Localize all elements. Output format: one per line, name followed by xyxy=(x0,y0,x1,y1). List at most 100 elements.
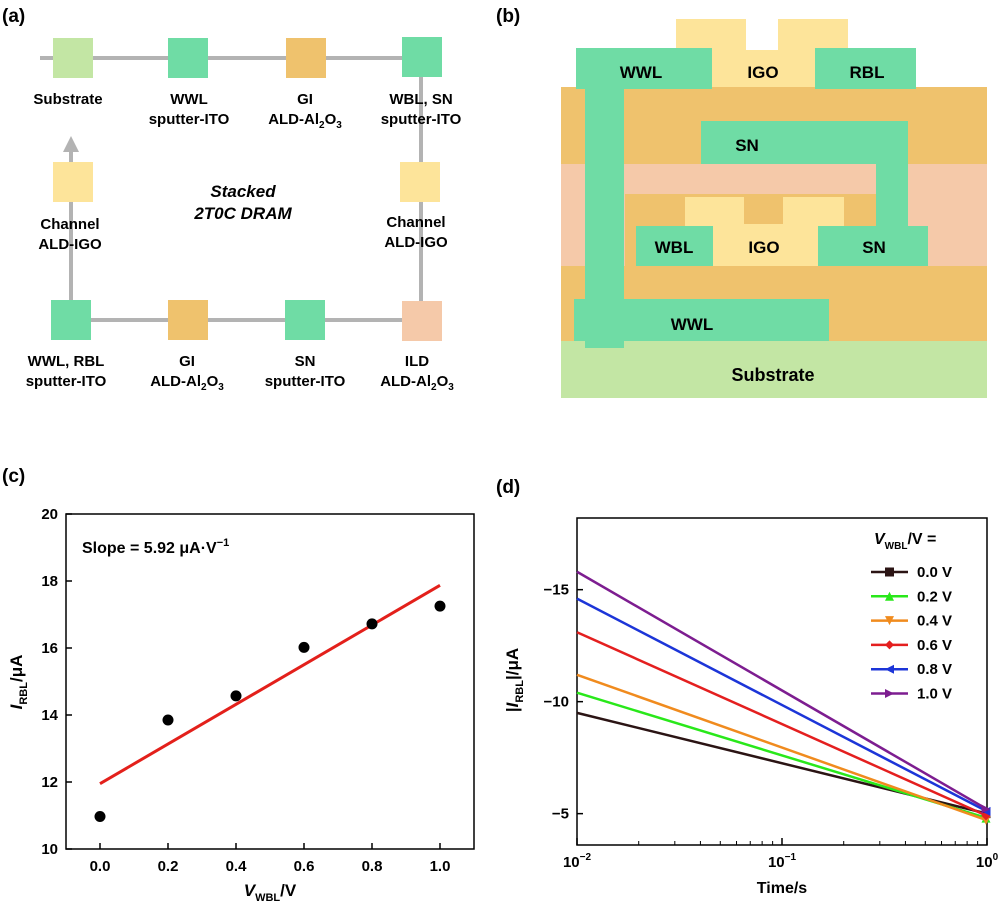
step-label: sputter-ITO xyxy=(26,373,107,390)
chart-c-ytick-label: 12 xyxy=(41,774,58,791)
layer-sn-upper xyxy=(701,121,908,164)
step-label: sputter-ITO xyxy=(381,111,462,128)
step-channel-right-square xyxy=(400,162,440,202)
step-label: Channel xyxy=(386,214,445,231)
step-ild-square xyxy=(402,301,442,341)
panel-label-b: (b) xyxy=(496,6,520,27)
chart-c-xtick-label: 0.0 xyxy=(90,858,111,875)
flow-title: 2T0C DRAM xyxy=(193,204,292,223)
chart-c-xtick-label: 0.6 xyxy=(294,858,315,875)
chart-d-legend-marker xyxy=(885,591,894,601)
chart-d-legend-label: 1.0 V xyxy=(917,686,952,703)
chart-c-data-point xyxy=(162,714,174,726)
chart-d-xtick-label: 100 xyxy=(976,852,999,871)
label-substrate: Substrate xyxy=(731,365,814,385)
chart-d-legend-label: 0.2 V xyxy=(917,588,952,605)
chart-c-ylabel: IRBL/μA xyxy=(7,655,30,710)
step-substrate-square xyxy=(53,38,93,78)
step-wbl-sn-square xyxy=(402,37,442,77)
chart-d-ylabel: |IRBL|/μA xyxy=(503,648,526,712)
layer-rbl xyxy=(815,48,916,89)
process-flow-diagram: Substrate WWL sputter-ITO GI ALD-Al2O3 W… xyxy=(26,37,462,393)
step-gi-bottom-square xyxy=(168,300,208,340)
chart-c-data-point xyxy=(366,618,378,630)
step-label: ALD-Al2O3 xyxy=(268,111,342,131)
step-label: GI xyxy=(297,91,313,108)
step-label: Substrate xyxy=(33,91,102,108)
label-wwl-top: WWL xyxy=(620,63,662,82)
layer-igo-lower xyxy=(685,197,844,266)
step-sn-square xyxy=(285,300,325,340)
chart-c-scatter: 0.0 0.2 0.4 0.6 0.8 1.0 10 12 14 16 18 20 Slope = 5… xyxy=(7,506,475,904)
step-label: WBL, SN xyxy=(389,91,452,108)
layer-wbl xyxy=(636,226,713,266)
step-label: ALD-Al2O3 xyxy=(380,373,454,393)
chart-c-ytick-label: 20 xyxy=(41,506,58,523)
chart-c-ytick-label: 18 xyxy=(41,573,58,590)
chart-c-ytick-label: 16 xyxy=(41,640,58,657)
chart-d-legend-marker xyxy=(885,664,894,674)
step-wwl-square xyxy=(168,38,208,78)
step-label: ALD-IGO xyxy=(38,236,102,253)
chart-d-legend-label: 0.6 V xyxy=(917,637,952,654)
layer-substrate xyxy=(561,341,987,398)
chart-d-lines: 10−2 10−1 100 −5 −10 −15 0.0 V 0.2 V 0.4 V 0.6 V… xyxy=(503,517,999,897)
label-rbl: RBL xyxy=(850,63,885,82)
chart-d-legend-marker xyxy=(885,616,894,626)
chart-d-legend-label: 0.0 V xyxy=(917,564,952,581)
chart-d-ytick-label: −15 xyxy=(544,582,569,599)
chart-d-xlabel: Time/s xyxy=(757,880,808,897)
chart-c-xtick-label: 0.8 xyxy=(362,858,383,875)
chart-d-legend-marker xyxy=(885,567,894,577)
chart-d-series-line xyxy=(576,570,988,811)
panel-label-c: (c) xyxy=(2,466,25,487)
flow-arrow-head xyxy=(63,136,79,152)
step-label: sputter-ITO xyxy=(149,111,230,128)
layer-sn-via xyxy=(876,121,908,231)
step-gi-top-square xyxy=(286,38,326,78)
layer-wwl-bottom xyxy=(574,299,829,341)
label-igo-mid: IGO xyxy=(748,238,779,257)
step-wwl-rbl-square xyxy=(51,300,91,340)
chart-d-ytick-label: −5 xyxy=(552,806,569,823)
chart-d-xtick-label: 10−1 xyxy=(768,852,797,871)
chart-c-data-point xyxy=(94,811,106,823)
chart-d-series-line xyxy=(576,673,988,822)
step-label: WWL xyxy=(170,91,207,108)
chart-c-data-point xyxy=(298,641,310,653)
flow-title: Stacked xyxy=(210,182,276,201)
step-label: ALD-IGO xyxy=(384,234,448,251)
step-label: sputter-ITO xyxy=(265,373,346,390)
panel-label-d: (d) xyxy=(496,477,520,498)
chart-c-ytick-label: 14 xyxy=(41,707,58,724)
step-label: SN xyxy=(295,353,316,370)
chart-c-annotation: Slope = 5.92 μA·V−1 xyxy=(82,537,229,557)
panel-label-a: (a) xyxy=(2,6,25,27)
step-label: Channel xyxy=(40,216,99,233)
chart-d-ytick-label: −10 xyxy=(544,694,569,711)
chart-d-series-line xyxy=(576,597,988,813)
chart-d-legend-label: 0.4 V xyxy=(917,613,952,630)
step-label: GI xyxy=(179,353,195,370)
device-cross-section: WWL IGO RBL SN WBL IGO SN WWL Substrate xyxy=(561,19,987,398)
label-wbl: WBL xyxy=(655,238,694,257)
chart-d-xtick-label: 10−2 xyxy=(563,852,592,871)
chart-c-xtick-label: 0.4 xyxy=(226,858,248,875)
chart-c-frame xyxy=(65,513,475,850)
step-label: ILD xyxy=(405,353,429,370)
layer-igo-top xyxy=(676,19,848,87)
chart-c-xtick-label: 1.0 xyxy=(430,858,451,875)
step-label: WWL, RBL xyxy=(28,353,105,370)
label-igo-top: IGO xyxy=(747,63,778,82)
step-channel-left-square xyxy=(53,162,93,202)
chart-d-legend-marker xyxy=(885,689,894,698)
chart-d-legend-title: VWBL/V = xyxy=(874,531,936,552)
step-label: ALD-Al2O3 xyxy=(150,373,224,393)
chart-c-xlabel: VWBL/V xyxy=(244,881,297,904)
layer-wwl-top xyxy=(576,48,712,89)
chart-c-xtick-label: 0.2 xyxy=(158,858,179,875)
chart-d-series-marker xyxy=(981,804,991,814)
label-sn-upper: SN xyxy=(735,136,759,155)
chart-c-data-point xyxy=(434,600,446,612)
